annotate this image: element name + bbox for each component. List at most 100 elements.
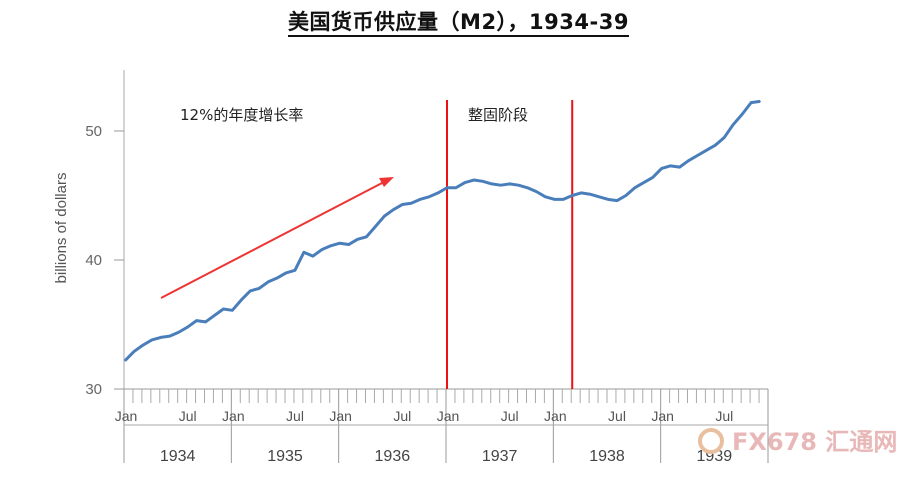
data-point — [240, 299, 243, 301]
data-point — [669, 165, 672, 167]
data-point — [267, 281, 269, 283]
data-point — [535, 190, 538, 193]
year-label: 1935 — [267, 448, 303, 465]
x-tick-labels: Jan Jul Jan Jul Jan Jul Jan Jul Jan Jul Jan Jul — [115, 408, 734, 424]
x-tick-label: Jan — [329, 408, 352, 424]
data-point — [428, 195, 430, 198]
data-point — [177, 331, 180, 334]
growth-arrow-head — [379, 177, 394, 187]
data-point — [401, 203, 404, 206]
x-tick-label: Jan — [115, 408, 138, 424]
data-point — [419, 198, 421, 201]
data-point — [213, 314, 216, 317]
data-point — [133, 350, 135, 353]
year-label: 1936 — [375, 448, 411, 465]
x-tick-label: Jan — [437, 408, 460, 424]
annotation-consolidation: 整固阶段 — [468, 106, 528, 124]
data-point — [222, 308, 225, 310]
data-point — [562, 198, 565, 201]
data-point — [481, 180, 484, 183]
watermark: FX678 汇通网 — [698, 428, 897, 456]
data-point — [616, 199, 618, 202]
data-point — [732, 123, 735, 126]
data-point — [168, 335, 171, 337]
x-tick-label: Jul — [501, 408, 519, 424]
x-tick-label: Jan — [222, 408, 245, 424]
data-point — [186, 326, 189, 328]
chart-title: 美国货币供应量（M2），1934-39 — [0, 6, 917, 37]
data-point — [598, 195, 600, 198]
data-point — [329, 245, 332, 247]
axes — [114, 70, 769, 463]
data-point — [231, 309, 234, 312]
data-point — [499, 184, 502, 186]
data-point — [651, 176, 654, 179]
data-point — [312, 255, 314, 257]
x-tick-label: Jul — [286, 408, 304, 424]
data-point — [571, 194, 574, 197]
data-point — [589, 193, 591, 196]
year-labels: 1934 1935 1936 1937 1938 1939 — [160, 448, 732, 465]
data-point — [660, 167, 663, 170]
y-axis-label: billions of dollars — [53, 173, 70, 284]
x-tick-label: Jul — [393, 408, 411, 424]
y-tick-labels: 30 40 50 — [85, 123, 124, 398]
data-point — [374, 225, 377, 228]
data-point — [741, 113, 743, 116]
y-tick-label: 30 — [85, 381, 102, 398]
data-point — [696, 154, 699, 157]
data-point — [526, 186, 529, 189]
data-point — [124, 359, 126, 362]
x-tick-label: Jul — [179, 408, 197, 424]
data-point — [347, 243, 350, 246]
data-point — [320, 248, 323, 251]
data-point — [249, 290, 252, 292]
year-label: 1937 — [482, 448, 518, 465]
data-point — [455, 186, 457, 189]
x-tick-label: Jul — [715, 408, 733, 424]
year-label: 1938 — [589, 448, 625, 465]
data-point — [580, 192, 582, 194]
data-point — [383, 215, 386, 217]
data-point — [437, 192, 439, 194]
x-tick-label: Jan — [544, 408, 567, 424]
data-point — [714, 144, 717, 146]
data-point — [392, 208, 395, 211]
data-point — [705, 149, 708, 152]
data-point — [285, 272, 287, 274]
consolidation-lines — [446, 100, 574, 389]
data-point — [294, 269, 296, 272]
data-point — [276, 277, 278, 279]
data-point — [759, 100, 761, 103]
x-tick-label: Jan — [651, 408, 674, 424]
data-point — [687, 159, 690, 162]
data-point — [446, 186, 448, 189]
data-point — [159, 336, 162, 339]
data-point — [151, 339, 153, 341]
growth-arrow-shaft — [160, 181, 385, 299]
data-point — [303, 251, 305, 254]
data-point — [365, 235, 368, 238]
data-point — [750, 101, 752, 104]
data-point — [544, 195, 547, 198]
x-tick-label: Jul — [608, 408, 626, 424]
data-point — [142, 344, 144, 346]
annotation-growth-rate: 12%的年度增长率 — [180, 106, 303, 124]
series-line — [123, 99, 761, 362]
y-tick-label: 40 — [85, 252, 102, 269]
data-point — [642, 181, 645, 184]
chart-title-text: 美国货币供应量（M2），1934-39 — [288, 10, 629, 37]
series-m2 — [123, 99, 761, 362]
watermark-text: FX678 汇通网 — [732, 428, 897, 456]
data-point — [473, 179, 475, 181]
data-point — [204, 321, 207, 323]
data-point — [723, 136, 726, 139]
data-point — [634, 186, 636, 189]
data-point — [195, 319, 198, 322]
year-label: 1934 — [160, 448, 196, 465]
watermark-logo-icon — [698, 428, 724, 454]
data-point — [625, 194, 627, 197]
data-point — [338, 242, 341, 245]
data-point — [517, 184, 520, 186]
